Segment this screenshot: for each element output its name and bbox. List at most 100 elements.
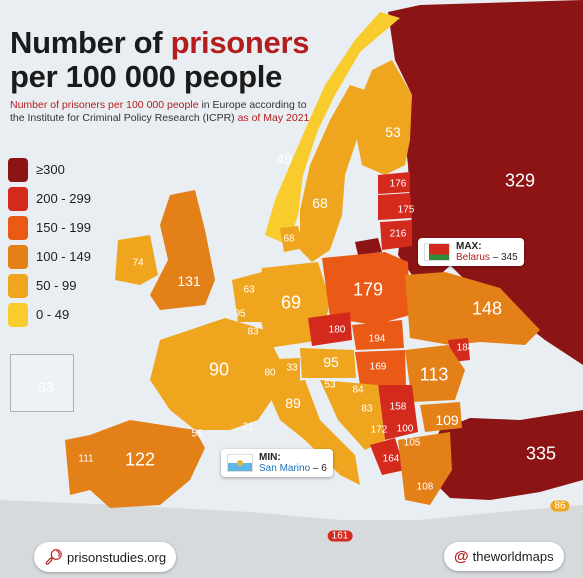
region-serbia — [378, 385, 418, 440]
value-albania: 164 — [382, 453, 400, 465]
title-accent: prisoners — [170, 25, 310, 60]
region-turkey — [428, 410, 583, 500]
value-greece: 108 — [416, 481, 434, 493]
region-switzerland — [255, 358, 300, 385]
legend-swatch — [8, 157, 28, 182]
value-portugal: 111 — [78, 453, 94, 465]
value-netherlands: 63 — [243, 284, 255, 296]
max-value: – 345 — [492, 252, 518, 263]
region-western-balkans — [320, 380, 385, 450]
value-estonia: 176 — [389, 178, 407, 190]
at-icon: @ — [454, 548, 469, 565]
legend-label: 100 - 149 — [36, 249, 91, 264]
value-malta: 161 — [327, 530, 353, 542]
legend-row: 100 - 149 — [8, 242, 91, 271]
value-bulgaria: 109 — [435, 412, 459, 428]
region-ireland — [115, 235, 158, 285]
region-czechia — [308, 312, 352, 346]
value-liechtenstein: 33 — [286, 362, 298, 374]
search-icon: 🔎︎ — [44, 549, 64, 566]
region-ukraine — [405, 272, 540, 345]
legend-swatch — [8, 273, 28, 298]
region-romania — [405, 345, 465, 402]
value-spain: 122 — [124, 449, 156, 470]
max-country: Belarus — [456, 252, 490, 263]
author-badge[interactable]: @ theworldmaps — [444, 542, 564, 571]
region-uk — [150, 190, 215, 310]
region-estonia — [378, 172, 410, 194]
legend-label: ≥300 — [36, 162, 65, 177]
min-heading: MIN: — [259, 452, 281, 463]
value-moldova: 184 — [456, 342, 474, 354]
min-callout: MIN: San Marino – 6 — [221, 449, 333, 477]
region-russia — [388, 0, 583, 365]
belarus-flag-icon — [424, 243, 450, 261]
region-norway — [265, 12, 400, 245]
region-latvia — [378, 193, 412, 220]
max-callout: MAX: Belarus – 345 — [418, 238, 524, 266]
subtitle-part1: Number of prisoners per 100 000 people — [10, 99, 199, 111]
value-switzerland: 80 — [264, 367, 276, 379]
value-monaco: 21 — [242, 421, 254, 433]
author-label: theworldmaps — [472, 549, 554, 564]
subtitle-part2: in Europe according to the Institute for… — [10, 99, 307, 124]
title-line2: per 100 000 people — [10, 59, 283, 94]
region-albania — [370, 438, 405, 475]
value-lithuania: 216 — [389, 228, 407, 240]
max-heading: MAX: — [456, 241, 482, 252]
page-title: Number of prisoners per 100 000 people — [10, 25, 310, 94]
region-italy — [265, 380, 360, 485]
value-romania: 113 — [419, 364, 449, 385]
value-czechia: 180 — [328, 324, 346, 336]
title-line1: Number of — [10, 25, 171, 60]
region-austria — [300, 348, 356, 378]
region-sweden — [300, 85, 365, 262]
legend-swatch — [8, 244, 28, 269]
value-andorra: 55 — [191, 428, 203, 440]
legend-row: 150 - 199 — [8, 213, 91, 242]
subtitle-part3: as of May 2021 — [237, 112, 310, 124]
legend: ≥300 200 - 299 150 - 199 100 - 149 50 - … — [8, 155, 91, 329]
max-body: Belarus – 345 — [456, 252, 518, 263]
value-slovakia: 194 — [368, 333, 386, 345]
region-bulgaria — [420, 402, 462, 432]
legend-row: ≥300 — [8, 155, 91, 184]
value-russia: 329 — [504, 170, 536, 191]
value-uk: 131 — [177, 273, 201, 289]
min-value: – 6 — [312, 463, 327, 474]
value-italy: 89 — [285, 395, 301, 411]
iceland-inset — [10, 354, 74, 412]
value-germany: 69 — [280, 292, 302, 313]
value-austria: 95 — [323, 354, 339, 370]
source-label: prisonstudies.org — [67, 549, 167, 565]
subtitle: Number of prisoners per 100 000 people i… — [10, 99, 310, 125]
min-body: San Marino – 6 — [259, 463, 327, 474]
value-cyprus: 86 — [550, 500, 570, 512]
value-north-macedonia: 105 — [403, 437, 421, 449]
value-france: 90 — [208, 359, 230, 380]
region-benelux — [232, 272, 262, 322]
region-greece — [398, 432, 452, 505]
legend-label: 50 - 99 — [36, 278, 77, 293]
legend-swatch — [8, 302, 28, 327]
value-turkey: 335 — [525, 443, 557, 464]
value-denmark: 68 — [283, 233, 295, 245]
value-finland: 53 — [385, 124, 401, 140]
value-ireland: 74 — [132, 257, 144, 269]
value-croatia: 84 — [352, 384, 364, 396]
legend-swatch — [8, 215, 28, 240]
value-ukraine: 148 — [471, 298, 503, 319]
legend-row: 0 - 49 — [8, 300, 91, 329]
source-badge[interactable]: 🔎︎ prisonstudies.org — [34, 542, 177, 572]
value-hungary: 169 — [369, 361, 387, 373]
legend-swatch — [8, 186, 28, 211]
value-kosovo: 100 — [396, 423, 414, 435]
value-iceland: 33 — [38, 379, 54, 395]
region-finland — [355, 60, 412, 175]
value-latvia: 175 — [397, 204, 415, 216]
region-france — [150, 318, 280, 430]
value-slovenia: 53 — [324, 379, 336, 391]
region-portugal — [65, 435, 90, 495]
